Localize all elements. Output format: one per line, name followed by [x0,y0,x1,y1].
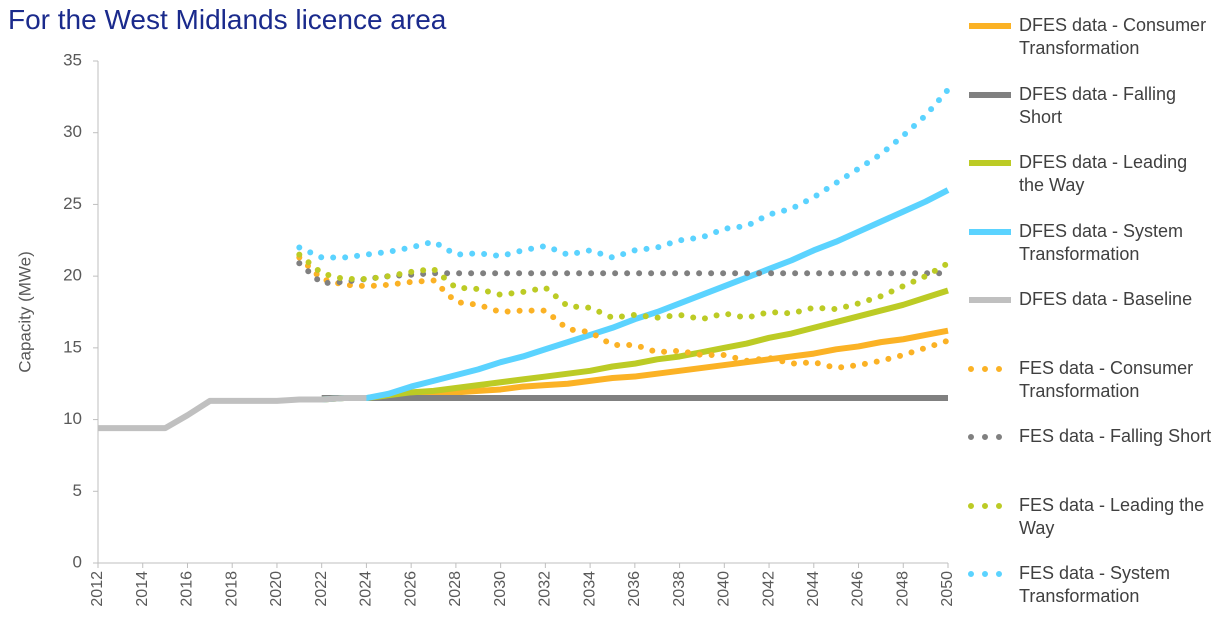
x-tick-label: 2024 [358,571,375,607]
x-tick-label: 2040 [716,571,733,607]
series-line [296,251,951,323]
legend-swatch [969,228,1011,235]
series-line [296,254,951,371]
series-line [296,86,951,261]
legend-label: DFES data - Leading the Way [1019,152,1188,195]
legend-label: FES data - Falling Short [1019,426,1212,446]
x-tick-label: 2042 [760,571,777,607]
series-line [321,287,949,403]
x-tick-label: 2020 [268,571,285,607]
x-tick-label: 2044 [805,571,822,607]
legend-label: DFES data - System Transformation [1019,220,1184,264]
x-tick-label: 2012 [89,571,106,607]
x-tick-label: 2016 [179,571,196,607]
x-tick-label: 2038 [671,571,688,607]
x-tick-label: 2048 [894,571,911,607]
legend-swatch [968,571,1014,577]
x-tick-label: 2014 [134,571,151,607]
legend: DFES data - Consumer Transformation DFES … [965,0,1215,619]
legend-entry: DFES data - Leading the Way [965,151,1214,219]
x-tick-label: 2034 [581,571,598,607]
legend-swatch [969,160,1011,166]
legend-label: DFES data - Baseline [1019,289,1193,309]
y-tick-label: 5 [73,481,82,500]
legend-label: FES data - Consumer Transformation [1019,357,1194,401]
x-tick-label: 2032 [537,571,554,607]
legend-label: DFES data - Consumer Transformation [1019,15,1207,58]
y-tick-label: 10 [63,409,82,428]
y-tick-label: 0 [73,552,82,571]
y-tick-label: 35 [63,50,82,69]
legend-swatch [969,297,1011,303]
chart-subtitle: For the West Midlands licence area [8,4,447,35]
legend-entry: FES data - Consumer Transformation [965,357,1214,425]
series-line [98,395,367,432]
legend-label: FES data - Leading the Way [1019,494,1205,538]
y-tick-label: 20 [63,266,82,285]
legend-entry: FES data - Falling Short [965,425,1214,493]
legend-label: FES data - System Transformation [1019,563,1171,606]
x-tick-label: 2022 [313,571,330,607]
x-tick-label: 2026 [402,571,419,607]
y-tick-label: 15 [63,337,82,356]
legend-entry: DFES data - System Transformation [965,220,1214,288]
legend-entry: DFES data - Baseline [965,288,1214,356]
y-tick-label: 25 [63,194,82,213]
legend-swatch [969,23,1011,29]
legend-entry: DFES data - Consumer Transformation [965,14,1214,82]
x-tick-label: 2050 [939,571,956,607]
x-tick-label: 2030 [492,571,509,607]
legend-entry: FES data - System Transformation [965,562,1214,619]
y-tick-label: 30 [63,122,82,141]
x-tick-label: 2046 [850,571,867,607]
y-axis-label: Capacity (MWe) [15,251,34,373]
legend-swatch [968,434,1014,440]
legend-entry: FES data - Leading the Way [965,494,1214,562]
legend-swatch [968,502,1014,509]
x-tick-label: 2036 [626,571,643,607]
x-tick-label: 2028 [447,571,464,607]
legend-entry: DFES data - Falling Short [965,83,1214,151]
legend-label: DFES data - Falling Short [1019,83,1177,127]
legend-swatch [968,365,1014,372]
series-line [321,187,950,403]
legend-swatch [969,91,1011,98]
chart: Capacity (MWe) 0 5 10 15 20 25 30 35 2012 2014 2016… [15,50,956,607]
x-tick-label: 2018 [223,571,240,607]
